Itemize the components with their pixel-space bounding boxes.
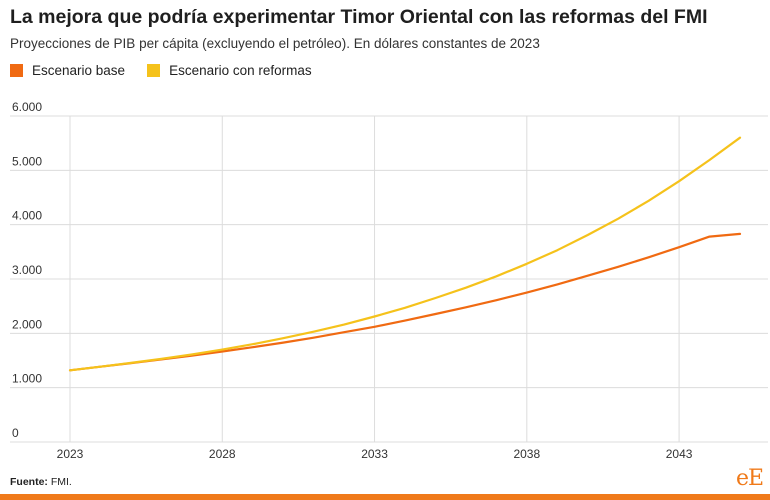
x-tick-label: 2033 [361,447,388,461]
y-tick-label: 3.000 [12,263,42,277]
brand-logo: eE [736,466,764,491]
chart-subtitle: Proyecciones de PIB per cápita (excluyen… [10,36,540,51]
y-tick-label: 4.000 [12,209,42,223]
y-tick-label: 0 [12,426,19,440]
bottom-accent-bar [0,494,770,500]
source-text: FMI. [50,476,72,488]
y-tick-label: 6.000 [12,100,42,114]
x-tick-label: 2023 [57,447,84,461]
legend-item-reformas: Escenario con reformas [147,63,312,78]
line-chart: 0 1.000 2.000 3.000 4.000 5.000 6.000 2023 2028 2… [10,100,768,461]
series-line-reformas [68,136,742,372]
legend-swatch-base [10,64,23,77]
x-tick-label: 2028 [209,447,236,461]
series-line-base [68,232,742,372]
legend-label-reformas: Escenario con reformas [169,63,312,78]
x-tick-label: 2038 [513,447,540,461]
y-tick-label: 1.000 [12,372,42,386]
legend-swatch-reformas [147,64,161,77]
y-tick-label: 2.000 [12,317,42,331]
source-note: Fuente: FMI. [10,476,72,488]
source-label: Fuente: [10,476,48,488]
x-tick-label: 2043 [666,447,693,461]
chart-title: La mejora que podría experimentar Timor … [10,6,708,28]
legend-label-base: Escenario base [32,63,126,78]
legend-item-base: Escenario base [10,63,125,78]
y-tick-label: 5.000 [12,154,42,168]
legend: Escenario base Escenario con reformas [10,63,334,78]
